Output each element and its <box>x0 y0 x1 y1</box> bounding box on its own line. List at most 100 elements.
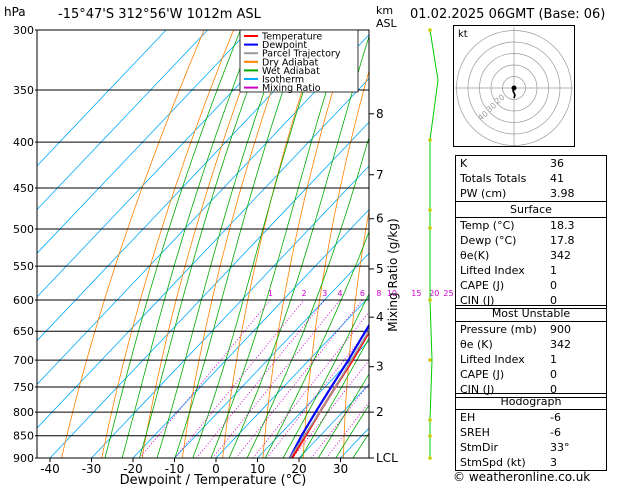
height-tick-label: 4 <box>376 310 384 324</box>
temp-tick-label: -40 <box>40 462 60 476</box>
isotherm-line <box>37 30 167 167</box>
index-value: 36 <box>550 157 564 170</box>
hodo-label: StmDir <box>460 441 499 454</box>
surface-value: 17.8 <box>550 234 575 247</box>
index-label: PW (cm) <box>460 187 507 200</box>
table-row: Lifted Index 1 <box>456 263 606 278</box>
index-value: 41 <box>550 172 564 185</box>
table-row: CIN (J) 0 <box>456 382 606 397</box>
pressure-tick-label: 300 <box>13 24 34 37</box>
wind-marker <box>428 208 432 212</box>
dry-adiabat-line <box>222 30 323 458</box>
dry-adiabat-line <box>604 30 625 458</box>
temp-tick-label: -30 <box>82 462 102 476</box>
isotherm-line <box>37 30 250 254</box>
surface-label: Temp (°C) <box>460 219 515 232</box>
pressure-tick-label: 500 <box>13 223 34 236</box>
pressure-tick-label: 450 <box>13 182 34 195</box>
pressure-tick-label: 350 <box>13 84 34 97</box>
table-row: PW (cm) 3.98 <box>456 186 606 201</box>
isotherm-line <box>37 77 369 429</box>
mu-label: θe (K) <box>460 338 493 351</box>
dry-adiabat-line <box>343 208 369 458</box>
height-tick-label: 2 <box>376 405 384 419</box>
height-tick-label: 6 <box>376 212 384 226</box>
legend-label: Wet Adiabat <box>262 66 320 77</box>
mixing-ratio-label: 15 <box>411 289 421 298</box>
dry-adiabat-line <box>61 30 205 458</box>
hodograph-storm-marker <box>511 85 517 91</box>
plot-area <box>37 30 625 458</box>
dry-adiabat-line <box>141 30 264 458</box>
table-row: SREH -6 <box>456 425 606 440</box>
copyright-text[interactable]: © weatheronline.co.uk <box>453 470 591 484</box>
legend-box <box>239 29 359 93</box>
pressure-tick-label: 800 <box>13 406 34 419</box>
temp-tick-label: 10 <box>250 462 265 476</box>
date-title: 01.02.2025 06GMT (Base: 06) <box>410 7 606 22</box>
wind-marker <box>428 298 432 302</box>
mixing-ratio-label: 4 <box>338 289 343 298</box>
surface-value: 18.3 <box>550 219 575 232</box>
legend-label: Dewpoint <box>262 40 307 51</box>
hodograph-unit: kt <box>458 29 468 40</box>
wet-adiabat-line <box>104 30 241 458</box>
temp-tick-label: 0 <box>212 462 220 476</box>
height-unit-asl: ASL <box>376 17 397 30</box>
mixing-ratio-line <box>310 382 369 458</box>
surface-label: Dewp (°C) <box>460 234 517 247</box>
hodo-label: EH <box>460 411 476 424</box>
mixing-ratio-label: 2 <box>301 289 306 298</box>
series-parcel-trajectory <box>289 329 369 458</box>
mixing-ratio-axis-title: Mixing Ratio (g/kg) <box>386 218 400 331</box>
mixing-ratio-label: 20 <box>429 289 439 298</box>
surface-value: 342 <box>550 249 571 262</box>
surface-title: Surface <box>510 203 552 216</box>
index-label: K <box>460 157 468 170</box>
hodograph-title: Hodograph <box>500 395 562 408</box>
legend-label: Temperature <box>261 32 322 43</box>
table-row: CAPE (J) 0 <box>456 367 606 382</box>
pressure-tick-label: 750 <box>13 381 34 394</box>
table-row: Totals Totals 41 <box>456 171 606 186</box>
pressure-tick-label: 650 <box>13 325 34 338</box>
mixing-ratio-line <box>266 328 369 458</box>
hodo-label: SREH <box>460 426 490 439</box>
mu-value: 1 <box>550 353 557 366</box>
mu-label: Lifted Index <box>460 353 525 366</box>
mixing-ratio-label: 6 <box>360 289 365 298</box>
wet-adiabat-line <box>139 30 271 458</box>
plot-frame <box>36 29 370 459</box>
hodo-value: -6 <box>550 426 561 439</box>
isotherm-line <box>37 30 291 298</box>
height-tick-label: LCL <box>376 451 398 465</box>
temp-tick-label: -20 <box>123 462 143 476</box>
surface-label: CIN (J) <box>460 294 495 307</box>
hodo-label: StmSpd (kt) <box>460 456 526 469</box>
pressure-tick-label: 400 <box>13 136 34 149</box>
wind-marker <box>428 28 432 32</box>
pressure-tick-label: 550 <box>13 260 34 273</box>
legend-label: Mixing Ratio <box>262 83 321 94</box>
wind-marker <box>428 456 432 460</box>
height-tick-label: 3 <box>376 360 384 374</box>
table-row: CAPE (J) 0 <box>456 278 606 293</box>
wind-marker <box>428 358 432 362</box>
hodograph-table: Hodograph EH -6 SREH -6 StmDir 33° StmSpd (… <box>455 393 607 471</box>
dry-adiabat-line <box>182 30 293 458</box>
surface-value: 0 <box>550 279 557 292</box>
mixing-ratio-label: 3 <box>322 289 327 298</box>
most-unstable-table: Most Unstable Pressure (mb) 900 θe (K) 342… <box>455 305 607 398</box>
most-unstable-title: Most Unstable <box>491 307 571 320</box>
height-unit-km: km <box>376 4 394 17</box>
mixing-ratio-label: 8 <box>376 289 381 298</box>
table-row: K 36 <box>456 156 606 171</box>
wind-marker <box>428 138 432 142</box>
index-label: Totals Totals <box>460 172 527 185</box>
wind-marker <box>428 434 432 438</box>
height-tick-label: 8 <box>376 107 384 121</box>
legend-label: Parcel Trajectory <box>262 49 341 60</box>
